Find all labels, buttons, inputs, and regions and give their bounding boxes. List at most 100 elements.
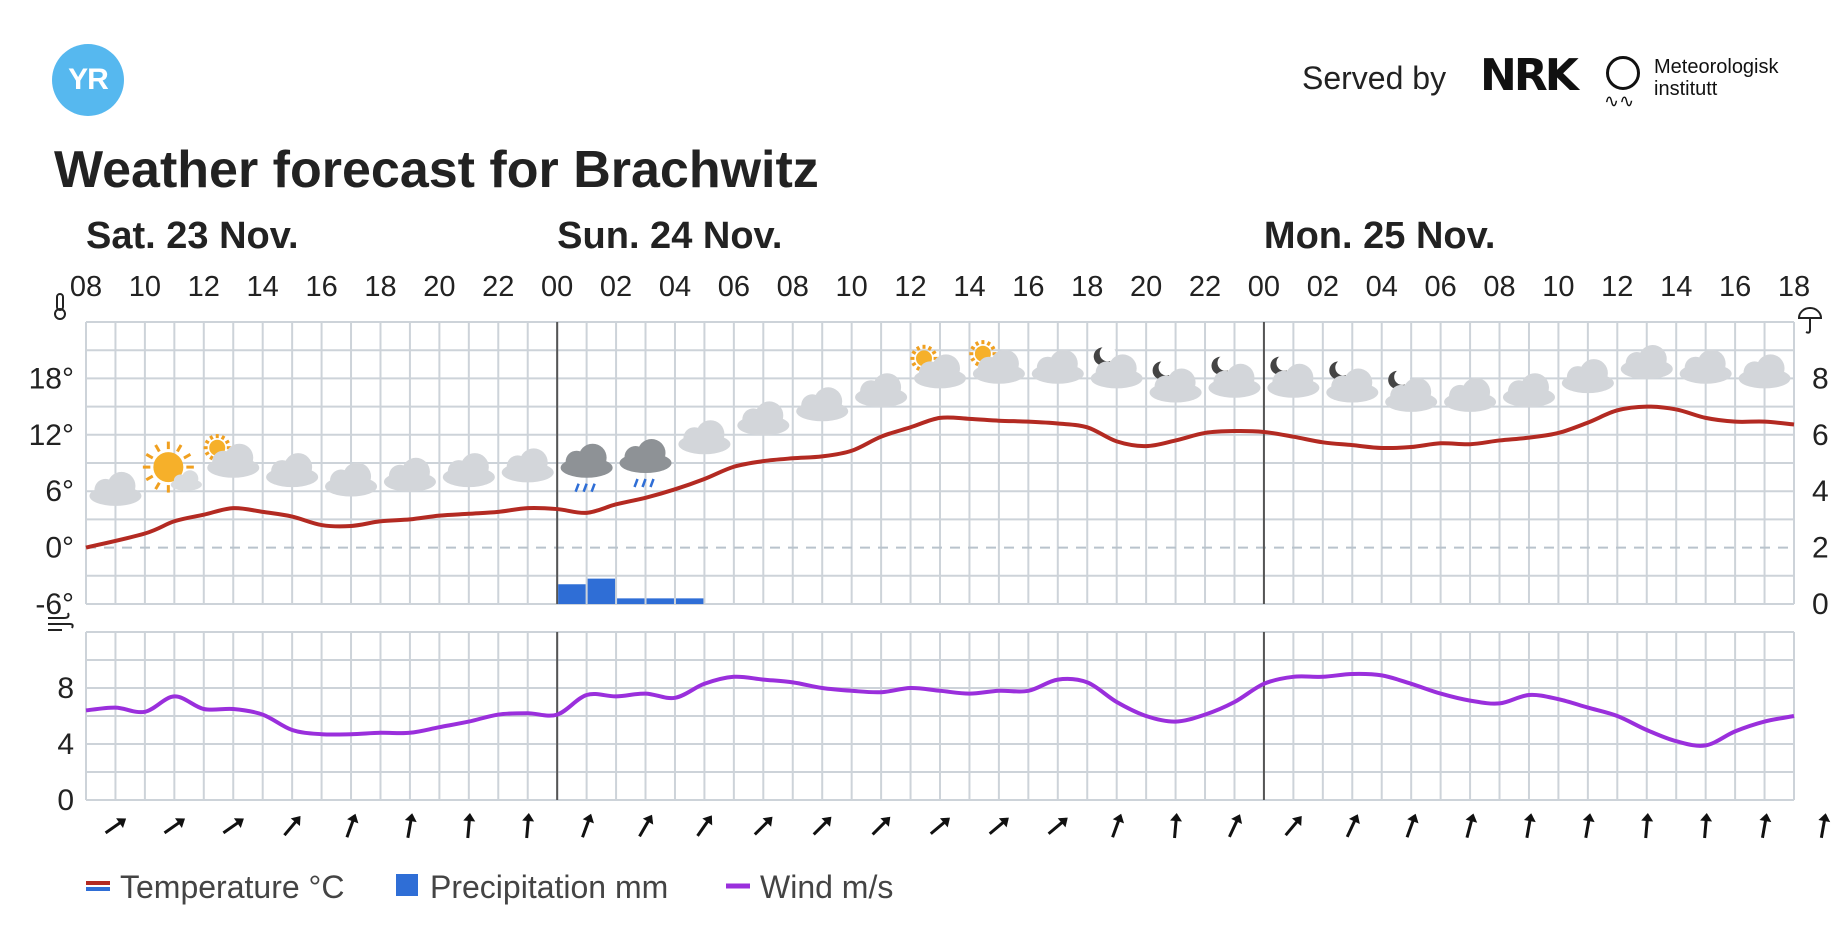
- wind-icon-lines: [48, 612, 74, 631]
- sun-ray: [220, 435, 226, 441]
- wind-arrow-icon: [1818, 813, 1831, 839]
- sun-disc: [153, 452, 184, 483]
- sun-ray: [204, 439, 210, 445]
- wind-arrow-icon: [1641, 813, 1654, 839]
- cloud-part: [1108, 354, 1137, 383]
- hour-label: 22: [1189, 271, 1221, 303]
- nrk-logo: NRK: [1480, 50, 1579, 101]
- cloud-part: [814, 387, 843, 416]
- legend-label: Precipitation mm: [430, 869, 668, 905]
- met-line-1: Meteorologisk: [1654, 56, 1779, 78]
- sun-cloud-icon: [142, 441, 202, 493]
- hour-label: 10: [1542, 271, 1574, 303]
- partly-cloudy-icon: [203, 434, 260, 478]
- wind-arrow-icon: [988, 817, 1009, 835]
- hour-label: 12: [1601, 271, 1633, 303]
- cloud-icon: [266, 453, 319, 488]
- cloud-icon: [1679, 349, 1732, 384]
- cloud-icon: [1561, 359, 1614, 394]
- cloud-icon: [442, 453, 495, 488]
- umbrella-canopy: [1797, 307, 1823, 319]
- hour-label: 16: [1012, 271, 1044, 303]
- cloud-part: [225, 443, 254, 472]
- sun-ray: [145, 474, 154, 482]
- wind-arrow-icon: [522, 813, 535, 839]
- cloud-part: [1285, 363, 1314, 392]
- cloud-part: [696, 420, 725, 449]
- rain-drop: [649, 478, 655, 488]
- hour-label: 06: [1424, 271, 1456, 303]
- precipitation-tick-label: 6: [1812, 419, 1829, 452]
- wind-arrow-icon: [1405, 813, 1419, 838]
- day-label: Sat. 23 Nov.: [86, 215, 299, 257]
- cloud-icon: [383, 457, 436, 492]
- chart-grid: [85, 321, 1795, 801]
- rain-drop: [633, 478, 639, 488]
- precipitation-tick-label: 0: [1812, 588, 1829, 621]
- rain-cloud-icon: [619, 439, 672, 488]
- wind-arrow-head: [1700, 813, 1713, 822]
- cloud-part: [1520, 373, 1549, 402]
- small-cloud: [170, 470, 202, 491]
- wind-tick-label: 0: [57, 784, 74, 817]
- wind-arrow-icon: [463, 813, 476, 839]
- wind-arrow-head: [702, 815, 713, 826]
- cloud-icon: [737, 401, 790, 436]
- wind-arrow-icon: [104, 818, 127, 835]
- wind-arrow-head: [1231, 814, 1243, 825]
- wind-arrow-icon: [163, 818, 185, 835]
- cloud-part: [873, 373, 902, 402]
- legend-label: Temperature °C: [120, 869, 344, 905]
- rain-cloud-icon: [560, 443, 613, 493]
- wind-arrows: [104, 813, 1831, 839]
- wind-tick-label: 4: [57, 728, 74, 761]
- partly-cloudy-icon: [910, 344, 966, 389]
- cloud-part: [1403, 377, 1432, 406]
- wind-arrow-head: [233, 818, 244, 829]
- cloud-part: [637, 439, 666, 467]
- umbrella-handle: [1805, 318, 1811, 334]
- hour-label: 14: [1660, 271, 1692, 303]
- precipitation-tick-label: 2: [1812, 532, 1829, 565]
- hour-label: 04: [1366, 271, 1398, 303]
- yr-logo-text: YR: [68, 63, 109, 96]
- temperature-line: [85, 404, 1795, 550]
- cloud-part: [990, 349, 1019, 378]
- cloud-part: [1167, 368, 1196, 397]
- met-line-2: institutt: [1654, 78, 1718, 100]
- met-circle-icon: [1606, 56, 1640, 90]
- hour-label: 12: [188, 271, 220, 303]
- cloud-part: [932, 354, 960, 383]
- rain-drop: [574, 483, 580, 493]
- sun-ray: [209, 455, 214, 461]
- hour-label: 22: [482, 271, 514, 303]
- wind-arrow-head: [1170, 813, 1182, 822]
- wind-arrow-head: [290, 816, 301, 827]
- temperature-series: [85, 404, 1795, 550]
- sun-ray: [915, 345, 921, 351]
- wind-arrow-head: [1818, 813, 1831, 823]
- weather-symbols: [89, 340, 1791, 506]
- rain-drop: [582, 483, 588, 493]
- hour-label: 08: [1483, 271, 1515, 303]
- hour-label: 14: [247, 271, 279, 303]
- wind-arrow-head: [1112, 813, 1125, 824]
- wind-arrow-head: [463, 813, 476, 822]
- hour-label: 00: [1248, 271, 1280, 303]
- precipitation-tick-label: 8: [1812, 362, 1829, 395]
- hour-label: 04: [659, 271, 691, 303]
- met-wave-icon: ∿∿: [1604, 91, 1635, 111]
- hour-label: 18: [364, 271, 396, 303]
- hour-label: 10: [129, 271, 161, 303]
- day-label: Mon. 25 Nov.: [1264, 215, 1496, 257]
- wind-arrow-icon: [1284, 816, 1302, 837]
- hour-label: 18: [1071, 271, 1103, 303]
- cloud-part: [1049, 349, 1078, 378]
- wind-arrow-head: [174, 818, 185, 829]
- cloud-icon: [796, 387, 849, 422]
- precipitation-bar: [675, 598, 704, 604]
- wind-arrow-head: [1759, 813, 1772, 823]
- wind-arrow-icon: [1345, 814, 1360, 838]
- sun-ray: [986, 341, 991, 347]
